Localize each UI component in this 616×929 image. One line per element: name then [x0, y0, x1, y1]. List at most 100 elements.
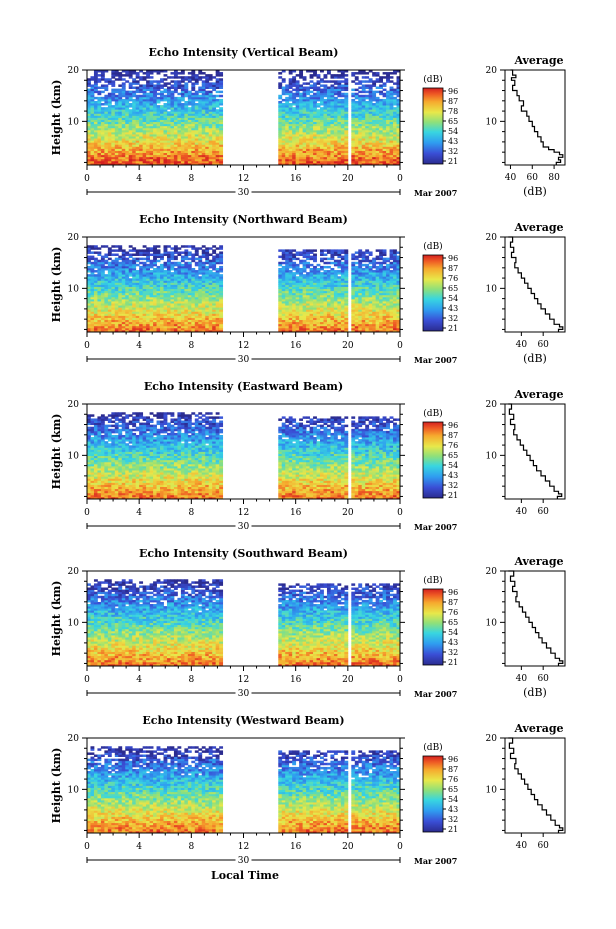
- profile-x-tick-label: 40: [516, 340, 528, 350]
- colorbar-tick-label: 43: [448, 471, 458, 480]
- panel-2: Echo Intensity (Eastward Beam) 10 20 0 4 8 12 1…: [50, 380, 566, 532]
- y-axis-label: Height (km): [50, 247, 63, 323]
- profile-y-tick-label: 20: [486, 233, 498, 243]
- colorbar-tick-label: 76: [448, 441, 458, 450]
- profile-title: Average: [513, 555, 563, 568]
- profile-frame: [504, 403, 566, 500]
- colorbar: [422, 588, 444, 666]
- heatmap-cells: [87, 412, 401, 500]
- colorbar-tick-label: 87: [448, 264, 458, 273]
- colorbar: [422, 421, 444, 499]
- panel-title: Echo Intensity (Southward Beam): [139, 547, 348, 560]
- colorbar-tick-label: 54: [448, 127, 458, 136]
- x-tick-label: 16: [290, 174, 302, 184]
- colorbar-tick-label: 65: [448, 284, 458, 293]
- colorbar-tick-label: 32: [448, 648, 458, 657]
- colorbar-tick-label: 65: [448, 618, 458, 627]
- profile-frame: [504, 69, 566, 166]
- colorbar-tick-label: 87: [448, 765, 458, 774]
- profile-x-label: (dB): [523, 185, 547, 198]
- colorbar-tick-label: 21: [448, 825, 458, 834]
- colorbar-tick-label: 32: [448, 147, 458, 156]
- colorbar: [422, 254, 444, 332]
- x-tick-label: 4: [136, 842, 142, 852]
- colorbar-label: (dB): [423, 74, 442, 85]
- x-tick-label: 20: [342, 341, 354, 351]
- x-tick-label: 16: [290, 341, 302, 351]
- x-axis-label: Local Time: [211, 869, 279, 882]
- date-label: Mar 2007: [414, 689, 457, 699]
- y-tick-label: 20: [68, 567, 80, 577]
- colorbar-label: (dB): [423, 241, 442, 252]
- day-label: 30: [238, 188, 250, 198]
- x-tick-label: 8: [188, 675, 194, 685]
- colorbar-tick-label: 96: [448, 755, 458, 764]
- colorbar-label: (dB): [423, 408, 442, 419]
- panel-title: Echo Intensity (Northward Beam): [139, 213, 348, 226]
- colorbar-tick-label: 87: [448, 431, 458, 440]
- panel-4: Echo Intensity (Westward Beam) 10 20 0 4 8 12 1…: [50, 714, 566, 866]
- x-tick-label: 0: [397, 174, 403, 184]
- colorbar-tick-label: 65: [448, 451, 458, 460]
- heatmap-cells: [87, 746, 401, 834]
- y-tick-label: 20: [68, 400, 80, 410]
- colorbar-tick-label: 43: [448, 805, 458, 814]
- y-tick-label: 10: [68, 451, 80, 461]
- profile-x-tick-label: 40: [516, 841, 528, 851]
- profile-x-tick-label: 40: [516, 507, 528, 517]
- x-tick-label: 0: [397, 842, 403, 852]
- x-tick-label: 0: [397, 341, 403, 351]
- y-tick-label: 10: [68, 785, 80, 795]
- panel-1: Echo Intensity (Northward Beam) 10 20 0 4 8 12…: [50, 213, 566, 365]
- y-tick-label: 10: [68, 117, 80, 127]
- colorbar-tick-label: 87: [448, 97, 458, 106]
- y-tick-label: 20: [68, 734, 80, 744]
- x-tick-label: 8: [188, 174, 194, 184]
- colorbar-tick-label: 96: [448, 421, 458, 430]
- colorbar-tick-label: 87: [448, 598, 458, 607]
- x-tick-label: 0: [84, 341, 90, 351]
- colorbar-tick-label: 32: [448, 314, 458, 323]
- x-tick-label: 0: [84, 675, 90, 685]
- profile-line: [510, 69, 564, 165]
- x-tick-label: 12: [238, 174, 249, 184]
- profile-frame: [504, 570, 566, 667]
- profile-x-tick-label: 60: [537, 674, 549, 684]
- x-tick-label: 4: [136, 675, 142, 685]
- day-label: 30: [238, 856, 250, 866]
- profile-line: [508, 570, 564, 666]
- x-tick-label: 0: [84, 174, 90, 184]
- heatmap-cells: [87, 245, 401, 333]
- x-tick-label: 20: [342, 675, 354, 685]
- y-axis-label: Height (km): [50, 80, 63, 156]
- y-axis-label: Height (km): [50, 748, 63, 824]
- profile-x-label: (dB): [523, 352, 547, 365]
- colorbar-tick-label: 96: [448, 254, 458, 263]
- colorbar-tick-label: 43: [448, 638, 458, 647]
- colorbar-tick-label: 96: [448, 87, 458, 96]
- colorbar-tick-label: 54: [448, 628, 458, 637]
- colorbar-tick-label: 43: [448, 304, 458, 313]
- x-tick-label: 12: [238, 341, 249, 351]
- y-tick-label: 20: [68, 66, 80, 76]
- colorbar-label: (dB): [423, 575, 442, 586]
- y-tick-label: 20: [68, 233, 80, 243]
- heatmap-cells: [87, 70, 401, 166]
- x-tick-label: 12: [238, 675, 249, 685]
- x-tick-label: 16: [290, 675, 302, 685]
- y-axis-label: Height (km): [50, 581, 63, 657]
- colorbar-tick-label: 76: [448, 775, 458, 784]
- profile-y-tick-label: 10: [486, 284, 498, 294]
- x-tick-label: 16: [290, 508, 302, 518]
- colorbar-tick-label: 43: [448, 137, 458, 146]
- y-tick-label: 10: [68, 618, 80, 628]
- day-label: 30: [238, 522, 250, 532]
- heatmap-cells: [87, 579, 401, 667]
- colorbar-tick-label: 65: [448, 117, 458, 126]
- profile-y-tick-label: 20: [486, 567, 498, 577]
- x-tick-label: 0: [84, 842, 90, 852]
- profile-y-tick-label: 10: [486, 785, 498, 795]
- colorbar-tick-label: 54: [448, 294, 458, 303]
- x-tick-label: 8: [188, 842, 194, 852]
- x-tick-label: 0: [84, 508, 90, 518]
